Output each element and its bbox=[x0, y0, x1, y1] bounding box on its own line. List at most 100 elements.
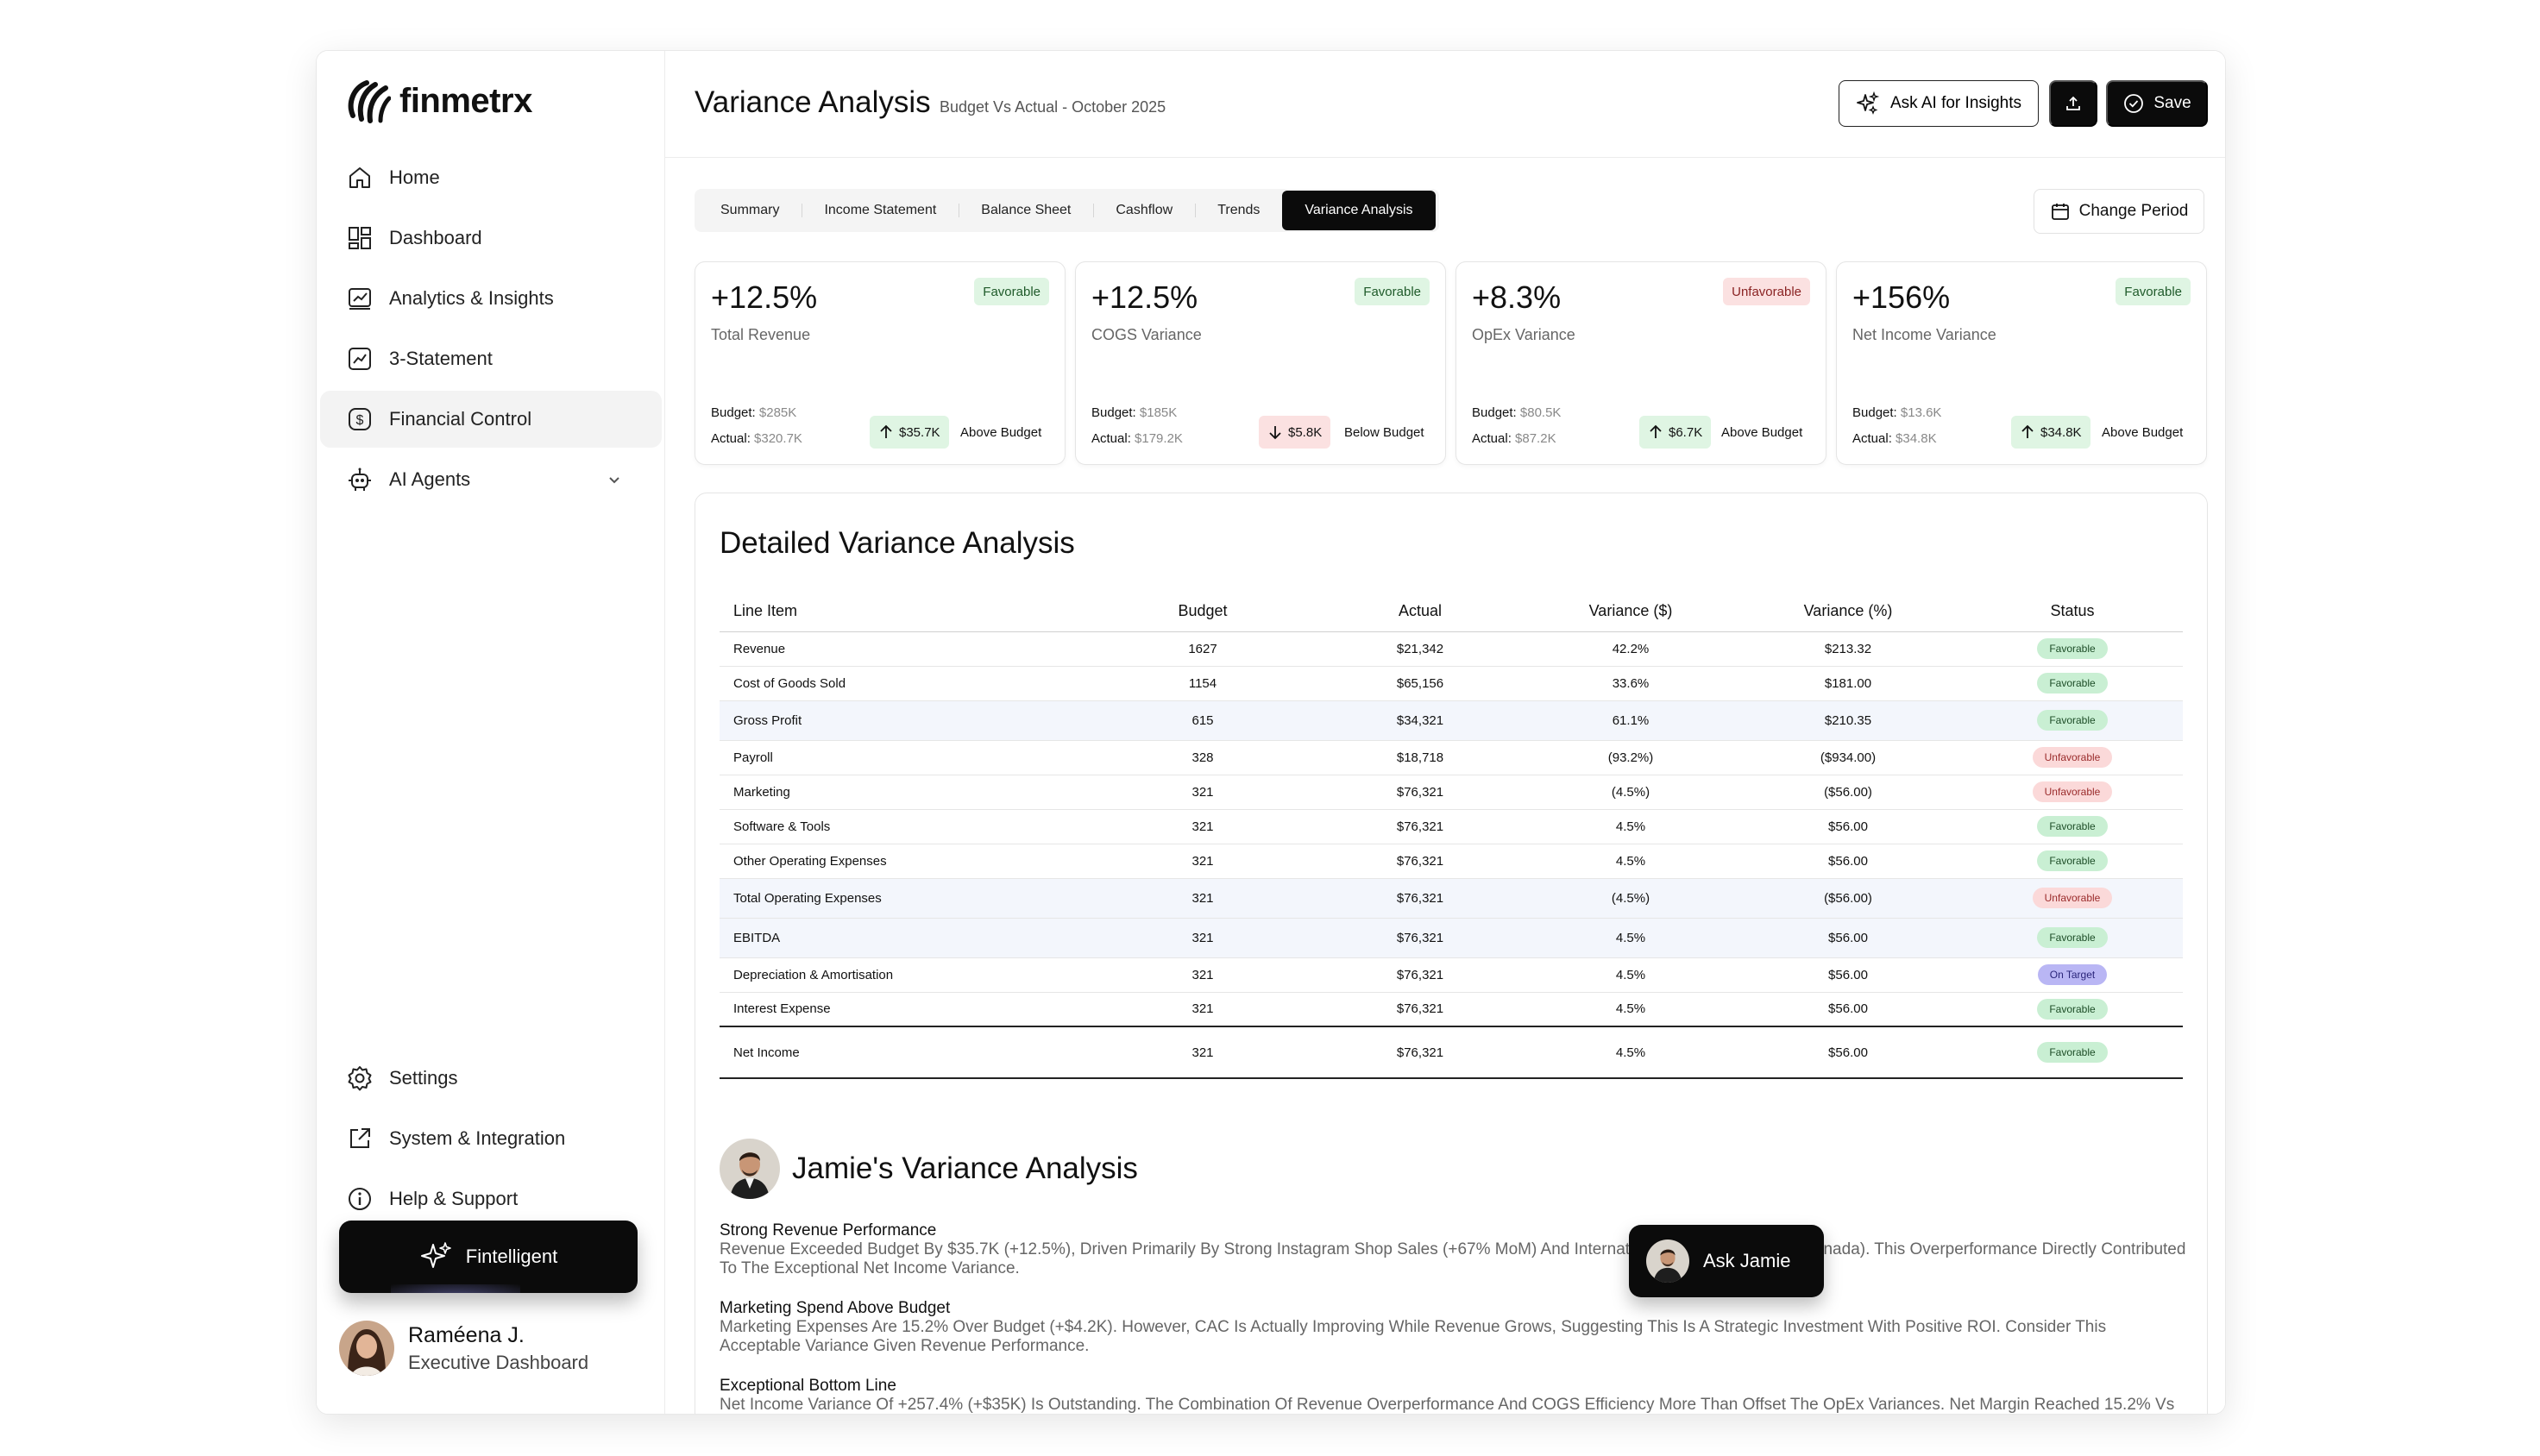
cell-variance-percent: $56.00 bbox=[1734, 809, 1962, 844]
cell-actual: $76,321 bbox=[1313, 844, 1527, 879]
table-row[interactable]: Depreciation & Amortisation 321 $76,321 4.5… bbox=[720, 957, 2183, 993]
sidebar-item-help-support[interactable]: Help & Support bbox=[320, 1170, 662, 1227]
insight-body: Net Income Variance Of +257.4% (+$35K) I… bbox=[720, 1396, 2175, 1414]
user-profile[interactable]: Raméena J. Executive Dashboard bbox=[339, 1321, 588, 1376]
table-row[interactable]: Cost of Goods Sold 1154 $65,156 33.6% $181.0… bbox=[720, 666, 2183, 701]
cell-actual: $76,321 bbox=[1313, 957, 1527, 993]
table-body: Revenue 1627 $21,342 42.2% $213.32 Favorable C… bbox=[720, 631, 2183, 1079]
sidebar-item-financial-control[interactable]: $ Financial Control bbox=[320, 391, 662, 448]
cell-variance-percent: $213.32 bbox=[1734, 631, 1962, 667]
cell-line-item: EBITDA bbox=[720, 918, 1092, 958]
logo[interactable]: finmetrx bbox=[346, 77, 532, 125]
arrow-up-icon bbox=[2021, 424, 2034, 438]
cell-variance-dollar: 33.6% bbox=[1527, 666, 1734, 701]
column-header-actual[interactable]: Actual bbox=[1313, 592, 1527, 632]
cell-status: Favorable bbox=[1962, 700, 2183, 741]
table-row[interactable]: Marketing 321 $76,321 (4.5%) ($56.00) Unfavor… bbox=[720, 775, 2183, 810]
status-badge: Favorable bbox=[2037, 638, 2108, 659]
kpi-value: +156% bbox=[1852, 279, 1951, 315]
calendar-icon bbox=[2051, 204, 2069, 220]
gear-icon bbox=[346, 1064, 374, 1092]
jamie-analysis-header: Jamie's Variance Analysis bbox=[720, 1139, 1138, 1199]
robot-icon bbox=[346, 466, 374, 493]
sidebar-item-settings[interactable]: Settings bbox=[320, 1050, 662, 1107]
sidebar-item-home[interactable]: Home bbox=[320, 149, 662, 206]
cell-variance-percent: $56.00 bbox=[1734, 844, 1962, 879]
ask-jamie-button[interactable]: Ask Jamie bbox=[1629, 1225, 1824, 1297]
kpi-card-opex-variance[interactable]: +8.3% OpEx Variance Unfavorable Budget: … bbox=[1455, 261, 1826, 465]
table-row[interactable]: Payroll 328 $18,718 (93.2%) ($934.00) Unfavor… bbox=[720, 740, 2183, 775]
column-header-variance-dollar[interactable]: Variance ($) bbox=[1527, 592, 1734, 632]
cell-line-item: Cost of Goods Sold bbox=[720, 666, 1092, 701]
cell-line-item: Interest Expense bbox=[720, 992, 1092, 1027]
cell-variance-percent: $56.00 bbox=[1734, 992, 1962, 1027]
cell-variance-percent: $210.35 bbox=[1734, 700, 1962, 741]
tab-income-statement[interactable]: Income Statement bbox=[802, 191, 959, 230]
user-name: Raméena J. bbox=[408, 1322, 525, 1347]
cell-actual: $76,321 bbox=[1313, 878, 1527, 919]
status-badge: Unfavorable bbox=[2032, 888, 2113, 908]
budget-label: Budget: bbox=[1472, 405, 1517, 420]
cell-budget: 615 bbox=[1092, 700, 1313, 741]
tab-variance-analysis[interactable]: Variance Analysis bbox=[1282, 191, 1436, 230]
status-badge: Unfavorable bbox=[2032, 747, 2113, 768]
avatar bbox=[720, 1139, 780, 1199]
sidebar-item-ai-agents[interactable]: AI Agents bbox=[320, 451, 662, 508]
status-badge: Favorable bbox=[2037, 710, 2108, 731]
sidebar-nav: Home Dashboard Analytics & Insights 3-St… bbox=[317, 149, 665, 511]
cell-variance-dollar: (4.5%) bbox=[1527, 775, 1734, 810]
cell-line-item: Depreciation & Amortisation bbox=[720, 957, 1092, 993]
tab-trends[interactable]: Trends bbox=[1195, 191, 1282, 230]
external-link-icon bbox=[346, 1125, 374, 1152]
cell-budget: 321 bbox=[1092, 992, 1313, 1027]
table-row[interactable]: Other Operating Expenses 321 $76,321 4.5% $5… bbox=[720, 844, 2183, 879]
kpi-card-cogs-variance[interactable]: +12.5% COGS Variance Favorable Budget: $… bbox=[1075, 261, 1446, 465]
column-header-budget[interactable]: Budget bbox=[1092, 592, 1313, 632]
cell-status: Unfavorable bbox=[1962, 775, 2183, 810]
table-row[interactable]: Interest Expense 321 $76,321 4.5% $56.00 Favo… bbox=[720, 992, 2183, 1027]
cell-status: On Target bbox=[1962, 957, 2183, 993]
table-row[interactable]: Gross Profit 615 $34,321 61.1% $210.35 Favora… bbox=[720, 700, 2183, 741]
tab-balance-sheet[interactable]: Balance Sheet bbox=[959, 191, 1093, 230]
sidebar-item-system-integration[interactable]: System & Integration bbox=[320, 1110, 662, 1167]
kpi-label: Total Revenue bbox=[711, 326, 811, 343]
column-header-variance-percent[interactable]: Variance (%) bbox=[1734, 592, 1962, 632]
avatar bbox=[1646, 1239, 1689, 1283]
fintelligent-button[interactable]: Fintelligent bbox=[339, 1221, 638, 1293]
sidebar-item-3-statement[interactable]: 3-Statement bbox=[320, 330, 662, 387]
status-badge: Favorable bbox=[2037, 673, 2108, 693]
table-row[interactable]: EBITDA 321 $76,321 4.5% $56.00 Favorable bbox=[720, 918, 2183, 958]
cell-variance-dollar: 4.5% bbox=[1527, 957, 1734, 993]
kpi-budget: Budget: $285K bbox=[711, 405, 796, 420]
budget-label: Budget: bbox=[1091, 405, 1136, 420]
header: Variance Analysis Budget Vs Actual - Oct… bbox=[665, 51, 2225, 158]
kpi-actual: Actual: $87.2K bbox=[1472, 431, 1556, 446]
cell-status: Unfavorable bbox=[1962, 878, 2183, 919]
column-header-status[interactable]: Status bbox=[1962, 592, 2183, 632]
sidebar-item-label: Dashboard bbox=[389, 227, 482, 248]
insight-body: Marketing Expenses Are 15.2% Over Budget… bbox=[720, 1318, 2107, 1355]
svg-text:$: $ bbox=[356, 413, 364, 428]
table-row[interactable]: Software & Tools 321 $76,321 4.5% $56.00 Favo… bbox=[720, 809, 2183, 844]
sidebar-item-dashboard[interactable]: Dashboard bbox=[320, 210, 662, 267]
export-button[interactable] bbox=[2049, 80, 2097, 127]
cell-status: Favorable bbox=[1962, 918, 2183, 958]
cell-status: Favorable bbox=[1962, 844, 2183, 879]
sidebar-item-analytics[interactable]: Analytics & Insights bbox=[320, 270, 662, 327]
tab-cashflow[interactable]: Cashflow bbox=[1093, 191, 1195, 230]
change-period-button[interactable]: Change Period bbox=[2034, 189, 2204, 234]
cell-status: Favorable bbox=[1962, 631, 2183, 667]
tab-summary[interactable]: Summary bbox=[720, 203, 780, 217]
table-row[interactable]: Revenue 1627 $21,342 42.2% $213.32 Favorable bbox=[720, 631, 2183, 667]
delta-value: $34.8K bbox=[2040, 424, 2082, 440]
kpi-card-net-income-variance[interactable]: +156% Net Income Variance Favorable Budg… bbox=[1836, 261, 2207, 465]
ask-ai-button[interactable]: Ask AI for Insights bbox=[1839, 80, 2039, 127]
column-header-line-item[interactable]: Line Item bbox=[720, 592, 1092, 632]
save-button[interactable]: Save bbox=[2106, 80, 2208, 127]
chevron-down-icon[interactable] bbox=[605, 470, 624, 489]
table-row[interactable]: Net Income 321 $76,321 4.5% $56.00 Favorable bbox=[720, 1026, 2183, 1079]
kpi-card-total-revenue[interactable]: +12.5% Total Revenue Favorable Budget: $… bbox=[695, 261, 1066, 465]
cell-status: Favorable bbox=[1962, 809, 2183, 844]
insight-body: Revenue Exceeded Budget By $35.7K (+12.5… bbox=[720, 1240, 2186, 1277]
table-row[interactable]: Total Operating Expenses 321 $76,321 (4.5%)… bbox=[720, 878, 2183, 919]
